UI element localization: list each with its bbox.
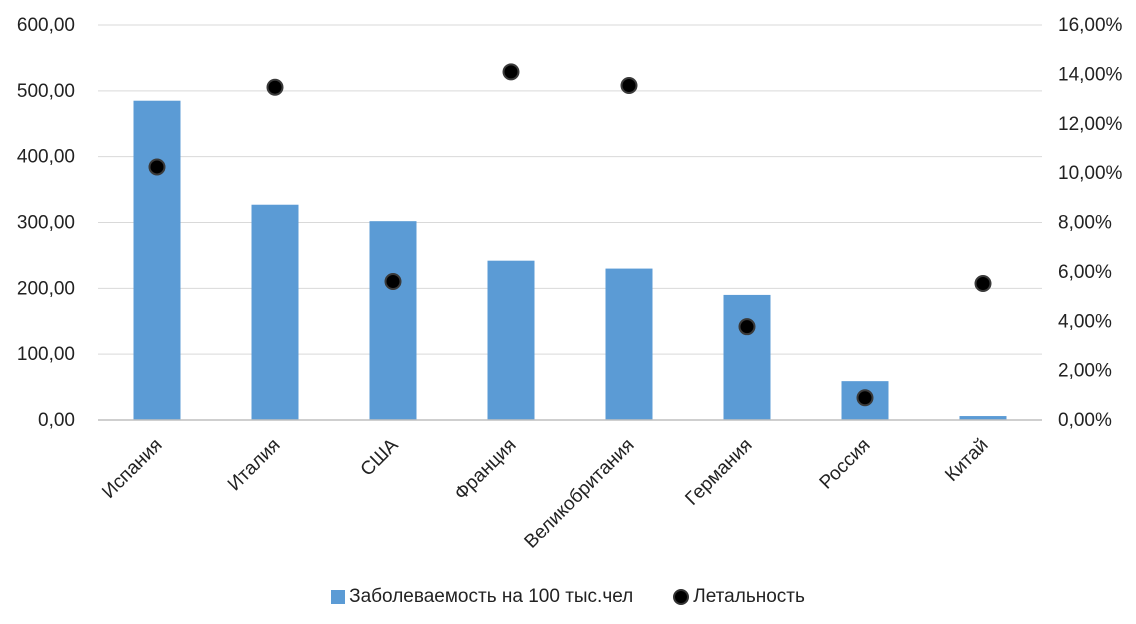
point xyxy=(738,318,756,336)
point xyxy=(384,273,402,291)
right-tick-label: 6,00% xyxy=(1058,262,1112,283)
bar xyxy=(605,268,653,420)
right-tick-label: 14,00% xyxy=(1058,64,1123,85)
right-tick-label: 12,00% xyxy=(1058,114,1123,135)
category-label: Испания xyxy=(98,435,166,503)
category-label: Великобритания xyxy=(521,435,639,553)
legend-dot-swatch xyxy=(673,589,690,605)
bar xyxy=(959,416,1007,420)
left-tick-label: 600,00 xyxy=(17,15,75,36)
left-tick-label: 0,00 xyxy=(38,410,75,431)
legend-item-bars: Заболеваемость на 100 тыс.чел xyxy=(331,586,633,608)
bar xyxy=(369,221,417,420)
category-labels: Испания Италия США Франция Великобритания Гер… xyxy=(98,434,992,552)
right-tick-label: 2,00% xyxy=(1058,361,1112,382)
point xyxy=(266,78,284,96)
bar xyxy=(251,204,299,420)
point xyxy=(620,76,638,94)
left-tick-label: 400,00 xyxy=(17,147,75,168)
legend-item-points: Летальность xyxy=(673,586,805,608)
category-label: США xyxy=(357,434,403,480)
right-tick-label: 0,00% xyxy=(1058,410,1112,431)
left-tick-label: 500,00 xyxy=(17,81,75,102)
gridlines xyxy=(98,24,1042,355)
bar xyxy=(723,294,771,420)
left-tick-label: 100,00 xyxy=(17,344,75,365)
category-label: Китай xyxy=(941,435,992,486)
point xyxy=(148,158,166,176)
right-tick-label: 16,00% xyxy=(1058,15,1123,36)
left-axis-ticks: 0,00 100,00 200,00 300,00 400,00 500,00 600,00 xyxy=(17,15,75,431)
category-label: Италия xyxy=(224,435,285,496)
point xyxy=(856,389,874,407)
legend-label-bars: Заболеваемость на 100 тыс.чел xyxy=(349,586,634,607)
point xyxy=(502,63,520,81)
category-label: Германия xyxy=(681,435,756,510)
scatter-series xyxy=(148,63,992,407)
point xyxy=(974,274,992,292)
legend-label-points: Летальность xyxy=(693,586,805,607)
legend-bar-swatch xyxy=(331,590,346,604)
bar xyxy=(487,260,535,420)
category-label: Россия xyxy=(816,435,875,494)
legend: Заболеваемость на 100 тыс.чел Летальност… xyxy=(0,586,1136,608)
right-tick-label: 8,00% xyxy=(1058,213,1112,234)
bar xyxy=(133,100,181,420)
right-axis-ticks: 0,00% 2,00% 4,00% 6,00% 8,00% 10,00% 12,00% 14,… xyxy=(1058,15,1123,431)
bar-series xyxy=(133,100,1007,420)
left-tick-label: 200,00 xyxy=(17,278,75,299)
right-tick-label: 10,00% xyxy=(1058,163,1123,184)
left-tick-label: 300,00 xyxy=(17,213,75,234)
category-label: Франция xyxy=(451,435,521,505)
right-tick-label: 4,00% xyxy=(1058,311,1112,332)
